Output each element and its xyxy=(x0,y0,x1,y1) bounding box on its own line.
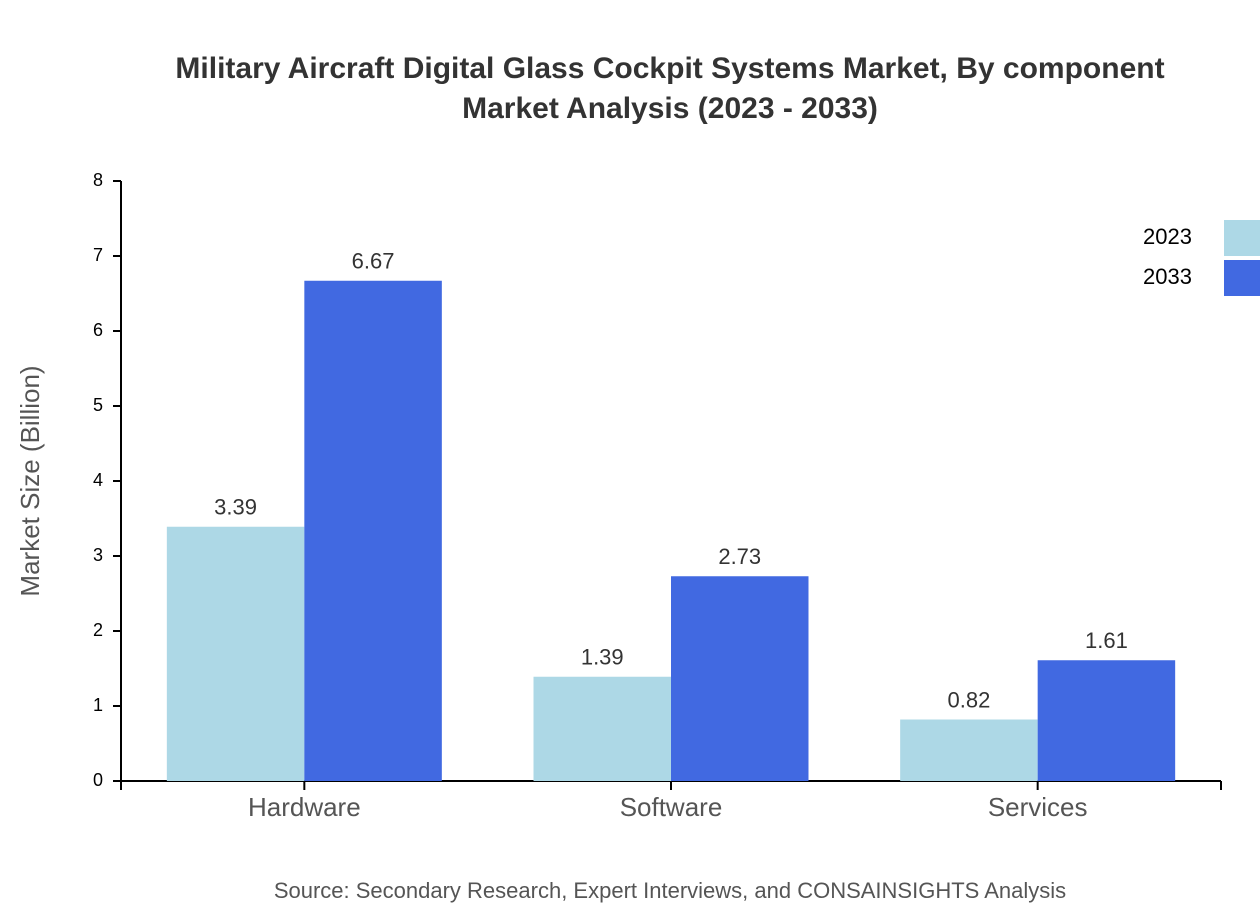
y-tick-label: 6 xyxy=(93,320,103,340)
y-tick-label: 4 xyxy=(93,470,103,490)
y-tick-label: 7 xyxy=(93,245,103,265)
value-label: 2.73 xyxy=(718,544,761,569)
bar xyxy=(304,280,442,781)
value-label: 6.67 xyxy=(352,249,395,274)
x-tick-label: Services xyxy=(988,792,1088,822)
y-tick-label: 8 xyxy=(93,170,103,190)
legend-label: 2023 xyxy=(1143,224,1192,249)
source-note: Source: Secondary Research, Expert Inter… xyxy=(274,878,1066,903)
value-label: 3.39 xyxy=(214,495,257,520)
x-tick-label: Software xyxy=(620,792,723,822)
y-tick-label: 5 xyxy=(93,395,103,415)
y-tick-label: 3 xyxy=(93,545,103,565)
y-tick-label: 2 xyxy=(93,620,103,640)
y-tick-label: 1 xyxy=(93,695,103,715)
y-tick-label: 0 xyxy=(93,770,103,790)
chart-title: Military Aircraft Digital Glass Cockpit … xyxy=(175,52,1164,85)
legend-swatch xyxy=(1224,260,1260,296)
bar xyxy=(671,576,809,781)
legend-label: 2033 xyxy=(1143,264,1192,289)
legend-swatch xyxy=(1224,220,1260,256)
y-axis-label: Market Size (Billion) xyxy=(15,365,45,596)
bar xyxy=(1037,660,1176,781)
bar xyxy=(166,526,305,781)
x-tick-label: Hardware xyxy=(248,792,361,822)
value-label: 1.39 xyxy=(581,645,624,670)
value-label: 0.82 xyxy=(948,687,991,712)
bar xyxy=(900,719,1038,781)
value-label: 1.61 xyxy=(1085,628,1128,653)
bar xyxy=(533,676,671,781)
chart-title: Market Analysis (2023 - 2033) xyxy=(462,92,878,125)
